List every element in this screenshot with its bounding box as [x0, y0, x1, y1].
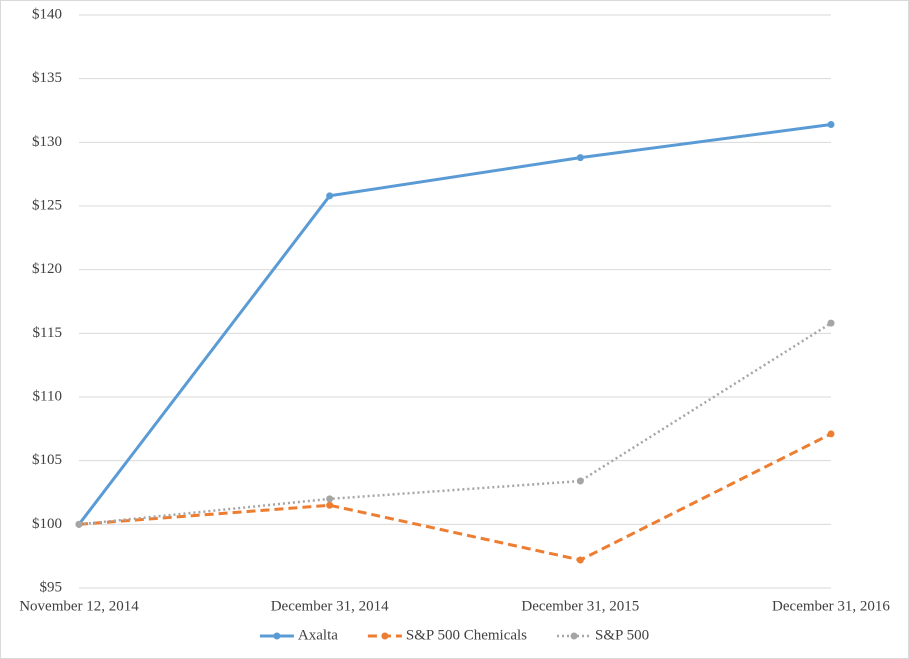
- data-point: [576, 154, 584, 162]
- legend-label: S&P 500: [595, 627, 649, 643]
- data-point: [827, 430, 835, 438]
- data-point: [75, 520, 83, 528]
- data-point: [326, 192, 334, 200]
- legend-marker: [570, 632, 578, 640]
- legend-item: Axalta: [259, 627, 338, 643]
- x-tick-label: December 31, 2016: [772, 598, 890, 614]
- data-point: [326, 495, 334, 503]
- y-tick-label: $120: [32, 261, 62, 277]
- legend-marker: [273, 632, 281, 640]
- y-tick-label: $125: [32, 197, 62, 213]
- x-tick-label: November 12, 2014: [19, 598, 139, 614]
- data-point: [576, 477, 584, 485]
- legend-marker: [381, 632, 389, 640]
- series-line: [77, 123, 832, 526]
- y-tick-label: $115: [33, 325, 62, 341]
- y-tick-label: $95: [40, 579, 63, 595]
- legend-item: S&P 500 Chemicals: [367, 627, 527, 643]
- x-tick-label: December 31, 2014: [271, 598, 389, 614]
- y-tick-label: $140: [32, 6, 62, 22]
- x-tick-label: December 31, 2015: [521, 598, 639, 614]
- data-point: [326, 501, 334, 509]
- legend-item: S&P 500: [557, 627, 649, 643]
- legend-label: S&P 500 Chemicals: [406, 627, 527, 643]
- data-point: [827, 121, 835, 129]
- y-tick-label: $130: [32, 134, 62, 150]
- y-tick-label: $100: [32, 516, 62, 532]
- data-point: [827, 319, 835, 327]
- data-point: [576, 556, 584, 564]
- legend-label: Axalta: [298, 627, 338, 643]
- y-tick-label: $135: [32, 70, 62, 86]
- y-tick-label: $110: [33, 388, 62, 404]
- series-line: [78, 322, 832, 526]
- y-tick-label: $105: [32, 452, 62, 468]
- series-line: [78, 432, 832, 562]
